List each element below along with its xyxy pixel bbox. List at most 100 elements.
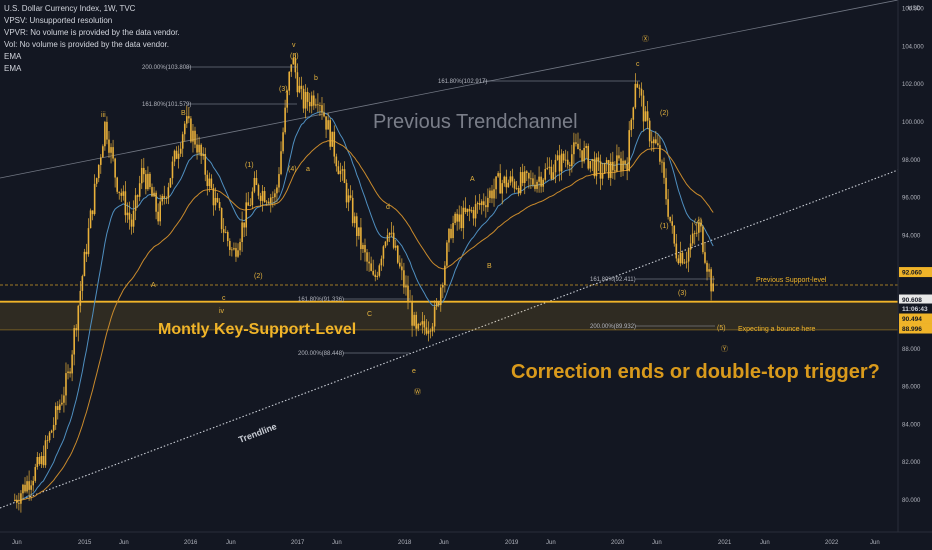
candle-body	[71, 354, 73, 374]
y-tick: 88.000	[902, 347, 921, 353]
y-tick: 94.000	[902, 233, 921, 239]
candle-body	[186, 116, 188, 124]
candle-body	[120, 192, 123, 196]
candle-body	[220, 207, 223, 230]
candle-body	[110, 147, 112, 153]
candle-body	[132, 210, 135, 227]
candle-body	[102, 146, 104, 158]
candle-body	[456, 213, 458, 222]
candle-body	[493, 189, 495, 199]
candle-body	[429, 330, 432, 332]
candle-body	[657, 143, 659, 146]
candle-body	[648, 120, 651, 142]
symbol-title[interactable]: U.S. Dollar Currency Index, 1W, TVC	[4, 4, 136, 13]
candle-body	[435, 301, 438, 307]
candle-body	[151, 187, 153, 197]
vpvr-indicator[interactable]: VPVR: No volume is provided by the data …	[4, 28, 180, 37]
candle-body	[575, 142, 577, 144]
candle-body	[655, 139, 657, 144]
candle-body	[485, 205, 487, 208]
candle-body	[126, 212, 129, 216]
candle-body	[202, 153, 204, 156]
candle-body	[124, 191, 127, 216]
candle-body	[26, 481, 28, 492]
candle-body	[97, 164, 100, 179]
trend-layer	[0, 0, 899, 509]
candle-body	[333, 131, 336, 157]
candle-body	[509, 176, 512, 183]
candle-body	[409, 300, 411, 303]
candle-body	[339, 170, 342, 175]
candle-body	[358, 227, 360, 236]
candle-body	[665, 177, 667, 200]
candle-body	[468, 208, 471, 212]
candle-body	[396, 245, 399, 263]
candle-body	[462, 207, 465, 229]
candle-body	[399, 262, 401, 267]
candle-body	[390, 232, 393, 234]
candle-body	[300, 85, 303, 89]
candle-body	[675, 243, 678, 259]
candle-body	[308, 101, 311, 107]
candle-body	[667, 199, 669, 217]
candle-body	[296, 72, 299, 93]
candle-body	[419, 323, 422, 325]
candle-body	[93, 183, 96, 215]
candle-body	[56, 406, 59, 410]
candle-body	[515, 187, 518, 189]
candle-body	[261, 191, 264, 201]
candle-body	[519, 172, 522, 194]
y-tick: 84.000	[902, 422, 921, 428]
candle-body	[265, 201, 268, 203]
ema-indicator-1[interactable]: EMA	[4, 52, 22, 61]
candle-body	[364, 245, 366, 253]
candle-body	[458, 214, 461, 222]
candle-body	[140, 167, 143, 184]
question-label: Correction ends or double-top trigger?	[511, 361, 880, 383]
candle-body	[175, 150, 178, 159]
candle-body	[534, 184, 536, 189]
candle-body	[394, 245, 397, 248]
candle-body	[143, 167, 145, 175]
candle-body	[114, 158, 116, 178]
ema-indicator-2[interactable]: EMA	[4, 64, 22, 73]
candle-body	[571, 154, 573, 167]
candle-body	[376, 275, 379, 277]
candle-body	[562, 153, 565, 161]
candle-body	[501, 183, 504, 194]
candle-body	[134, 195, 137, 211]
candle-body	[577, 143, 579, 150]
wave-label-14: A	[470, 176, 475, 183]
candle-body	[245, 202, 248, 228]
x-tick: 2021	[718, 540, 732, 546]
candle-body	[472, 210, 475, 219]
vpsv-indicator[interactable]: VPSV: Unsupported resolution	[4, 16, 113, 25]
candle-body	[538, 176, 540, 182]
candle-body	[454, 213, 456, 223]
candle-body	[190, 118, 192, 142]
candle-body	[634, 83, 637, 108]
candle-body	[255, 177, 258, 185]
candle-body	[233, 248, 235, 250]
candle-body	[495, 176, 497, 190]
x-tick: 2018	[398, 540, 412, 546]
candle-body	[360, 227, 362, 250]
x-tick: Jun	[439, 540, 449, 546]
candle-body	[28, 481, 30, 490]
candle-body	[413, 314, 415, 326]
candle-body	[460, 214, 463, 229]
candle-body	[214, 197, 217, 206]
previous-trendchannel-label: Previous Trendchannel	[373, 111, 578, 133]
candle-body	[241, 222, 243, 243]
candle-body	[13, 500, 16, 501]
wave-label-4: (3)	[279, 86, 288, 93]
candle-body	[335, 156, 338, 167]
candle-body	[294, 58, 297, 73]
candle-body	[280, 151, 282, 175]
fib-label-f3: 161.80%(102.917)	[438, 79, 487, 85]
candle-body	[423, 321, 426, 328]
candle-body	[226, 232, 229, 241]
volume-indicator[interactable]: Vol: No volume is provided by the data v…	[4, 40, 169, 49]
